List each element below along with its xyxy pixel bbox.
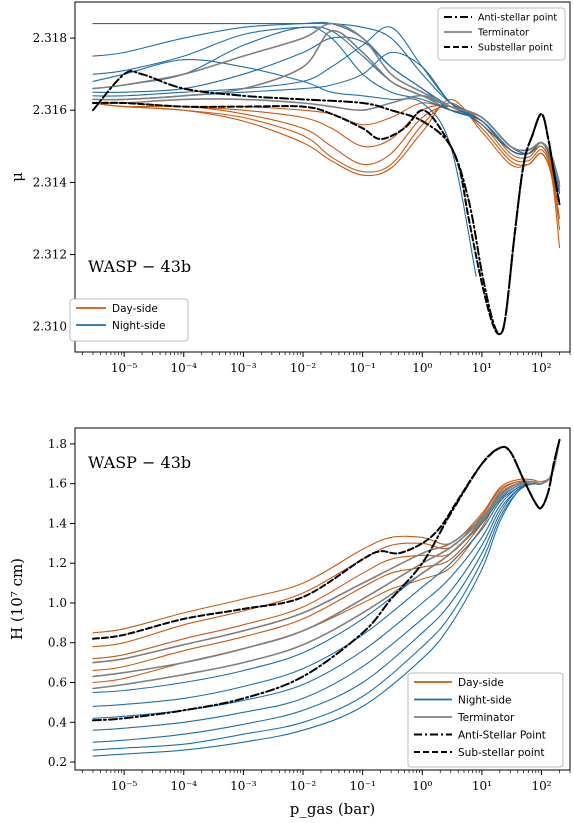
x-tick-label: 10⁻² <box>290 361 317 375</box>
y-tick-label: 1.4 <box>48 516 67 530</box>
y-tick-label: 2.314 <box>33 175 68 189</box>
y-tick-label: 0.6 <box>48 676 67 690</box>
day-series-line <box>92 98 561 248</box>
x-tick-label: 10² <box>532 779 552 793</box>
y-tick-label: 2.310 <box>33 320 67 334</box>
y-tick-label: 0.8 <box>48 636 67 650</box>
day-series-line <box>92 102 561 205</box>
scale-height-panel: 10⁻⁵ 10⁻⁴ 10⁻³ 10⁻² 10⁻¹ 10⁰ 10¹ 10² 0.2 0.4 0.6 0.… <box>8 427 571 818</box>
x-tick-label: 10⁻³ <box>230 361 257 375</box>
legend-box <box>437 7 566 61</box>
y-tick-label: 1.6 <box>48 477 67 491</box>
x-tick-label: 10⁰ <box>412 361 432 375</box>
x-tick-label: 10⁻² <box>290 779 317 793</box>
anti-series-line <box>92 69 561 336</box>
y-tick-label: 1.2 <box>48 556 67 570</box>
day-series-line <box>92 439 561 672</box>
axes-frame <box>74 1 571 353</box>
x-tick-label: 10⁻⁴ <box>171 779 198 793</box>
y-tick-label: 1.8 <box>48 437 67 451</box>
legend: Day-side Night-side Terminator Anti-Stellar… <box>407 672 564 768</box>
y-axis-label: μ <box>8 172 26 182</box>
sub-series-line <box>92 101 561 336</box>
planet-name-label: WASP − 43b <box>88 453 191 472</box>
series-group <box>92 21 561 336</box>
legend-entry-label: Night-side <box>458 694 512 706</box>
legend-entry-label: Day-side <box>458 677 504 689</box>
x-axis-label: p_gas (bar) <box>290 800 376 818</box>
day-series-line <box>92 439 561 684</box>
legend-entry-label: Substellar point <box>478 42 553 53</box>
night-series-line <box>92 58 477 277</box>
x-tick-label: 10⁻³ <box>230 779 257 793</box>
x-tick-label: 10⁰ <box>412 779 432 793</box>
legend-box <box>69 298 189 342</box>
x-tick-label: 10⁻⁵ <box>111 779 138 793</box>
day-series-line <box>92 102 561 230</box>
x-tick-label: 10¹ <box>472 779 492 793</box>
y-tick-label: 2.318 <box>33 31 67 45</box>
x-tick-label: 10⁻¹ <box>349 779 375 793</box>
night-series-line <box>92 36 561 194</box>
y-axis-label: H (10⁷ cm) <box>8 558 26 640</box>
day-series-line <box>92 102 561 220</box>
legend-entry-label: Terminator <box>457 712 515 724</box>
x-tick-label: 10¹ <box>472 361 492 375</box>
legend-entry-label: Anti-stellar point <box>478 12 557 23</box>
y-tick-label: 1.0 <box>48 596 67 610</box>
day-series-line <box>92 102 561 194</box>
y-tick-label: 2.316 <box>33 103 67 117</box>
legend-entry-label: Night-side <box>112 320 166 332</box>
terminator-series-line <box>92 22 561 187</box>
y-tick-label: 0.2 <box>48 755 67 769</box>
planet-name-label: WASP − 43b <box>88 257 191 276</box>
legend-entry-label: Terminator <box>477 27 529 38</box>
x-tick-label: 10⁻⁵ <box>111 361 138 375</box>
sub-series-line <box>92 438 561 640</box>
legend-entry-label: Day-side <box>112 303 158 315</box>
legend-entry-label: Anti-Stellar Point <box>458 729 546 741</box>
x-tick-label: 10⁻⁴ <box>171 361 198 375</box>
y-tick-label: 2.312 <box>33 248 67 262</box>
legend-entry-label: Sub-stellar point <box>458 747 545 759</box>
y-tick-label: 0.4 <box>48 715 67 729</box>
mu-panel: 10⁻⁵ 10⁻⁴ 10⁻³ 10⁻² 10⁻¹ 10⁰ 10¹ 10² 2.310 2.312 2… <box>8 1 571 375</box>
terminator-series-line <box>92 439 561 690</box>
legend-box <box>407 672 564 768</box>
legend: Anti-stellar point Terminator Substellar p… <box>437 7 566 61</box>
axes-frame <box>74 427 571 771</box>
x-tick-label: 10² <box>532 361 552 375</box>
x-tick-label: 10⁻¹ <box>349 361 375 375</box>
legend: Day-side Night-side <box>69 298 189 342</box>
night-series-line <box>92 439 561 694</box>
series-group <box>92 438 561 757</box>
